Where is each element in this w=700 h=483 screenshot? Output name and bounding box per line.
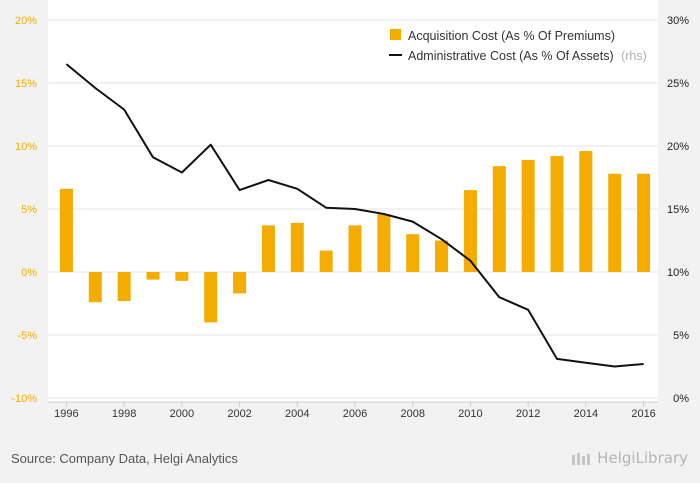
- y-left-tick-label: 10%: [15, 141, 37, 153]
- bar: [550, 156, 564, 272]
- y-right-tick-label: 15%: [667, 204, 689, 216]
- legend-label-line-main: Administrative Cost (As % Of Assets): [408, 49, 614, 63]
- legend-label-line-suffix: (rhs): [621, 49, 647, 63]
- bar: [492, 166, 506, 272]
- y-right-tick-label: 30%: [667, 15, 689, 27]
- bar: [463, 190, 477, 272]
- bar: [290, 222, 304, 272]
- x-tick-label: 2016: [631, 408, 655, 420]
- bar: [204, 272, 218, 323]
- x-tick-label: 2000: [170, 408, 194, 420]
- bar: [261, 225, 275, 272]
- bar: [146, 272, 160, 280]
- legend-label-line: Administrative Cost (As % Of Assets) (rh…: [408, 49, 647, 63]
- bar: [348, 225, 362, 272]
- x-tick-label: 2004: [285, 408, 309, 420]
- y-right-tick-label: 25%: [667, 78, 689, 90]
- y-left-tick-label: 0%: [21, 267, 37, 279]
- bar: [175, 272, 189, 281]
- y-left-tick-label: 20%: [15, 15, 37, 27]
- source-note: Source: Company Data, Helgi Analytics: [11, 451, 238, 466]
- bar: [521, 159, 535, 272]
- y-left-tick-label: -5%: [17, 330, 37, 342]
- y-right-tick-label: 20%: [667, 141, 689, 153]
- x-tick-label: 1998: [112, 408, 136, 420]
- bar: [88, 272, 102, 303]
- bar: [233, 272, 247, 294]
- bar: [608, 173, 622, 272]
- bar: [59, 188, 73, 272]
- y-left-tick-label: 15%: [15, 78, 37, 90]
- y-right-tick-label: 5%: [673, 330, 689, 342]
- line-series: [65, 63, 644, 368]
- bars: [59, 151, 651, 323]
- x-tick-label: 2012: [516, 408, 540, 420]
- library-icon: [572, 453, 591, 465]
- y-right-tick-label: 0%: [673, 393, 689, 405]
- legend-label-bar: Acquisition Cost (As % Of Premiums): [408, 29, 615, 43]
- line-path: [65, 63, 644, 368]
- y-right-tick-label: 10%: [667, 267, 689, 279]
- x-tick-label: 2006: [343, 408, 367, 420]
- bar: [406, 234, 420, 272]
- legend: Acquisition Cost (As % Of Premiums) Admi…: [389, 29, 647, 63]
- y-left-tick-label: -10%: [11, 393, 37, 405]
- brand-name: HelgiLibrary: [597, 449, 688, 467]
- bar: [435, 240, 449, 272]
- brand-logo: HelgiLibrary: [571, 449, 688, 467]
- chart-svg: -10% -5% 0% 5% 10% 15% 20% 0% 5% 10% 15% 20% 25% 30% 1…: [11, 0, 689, 420]
- x-tick-label: 1996: [54, 408, 78, 420]
- x-tick-label: 2010: [458, 408, 482, 420]
- x-tick-label: 2014: [574, 408, 598, 420]
- x-tick-label: 2008: [400, 408, 424, 420]
- bar: [117, 272, 131, 301]
- axes: -10% -5% 0% 5% 10% 15% 20% 0% 5% 10% 15% 20% 25% 30% 1…: [11, 15, 689, 420]
- bar: [579, 151, 593, 272]
- bar: [377, 214, 391, 272]
- bar: [319, 250, 333, 272]
- legend-swatch-bar: [390, 29, 401, 40]
- bar: [637, 173, 651, 272]
- y-left-tick-label: 5%: [21, 204, 37, 216]
- x-tick-label: 2002: [227, 408, 251, 420]
